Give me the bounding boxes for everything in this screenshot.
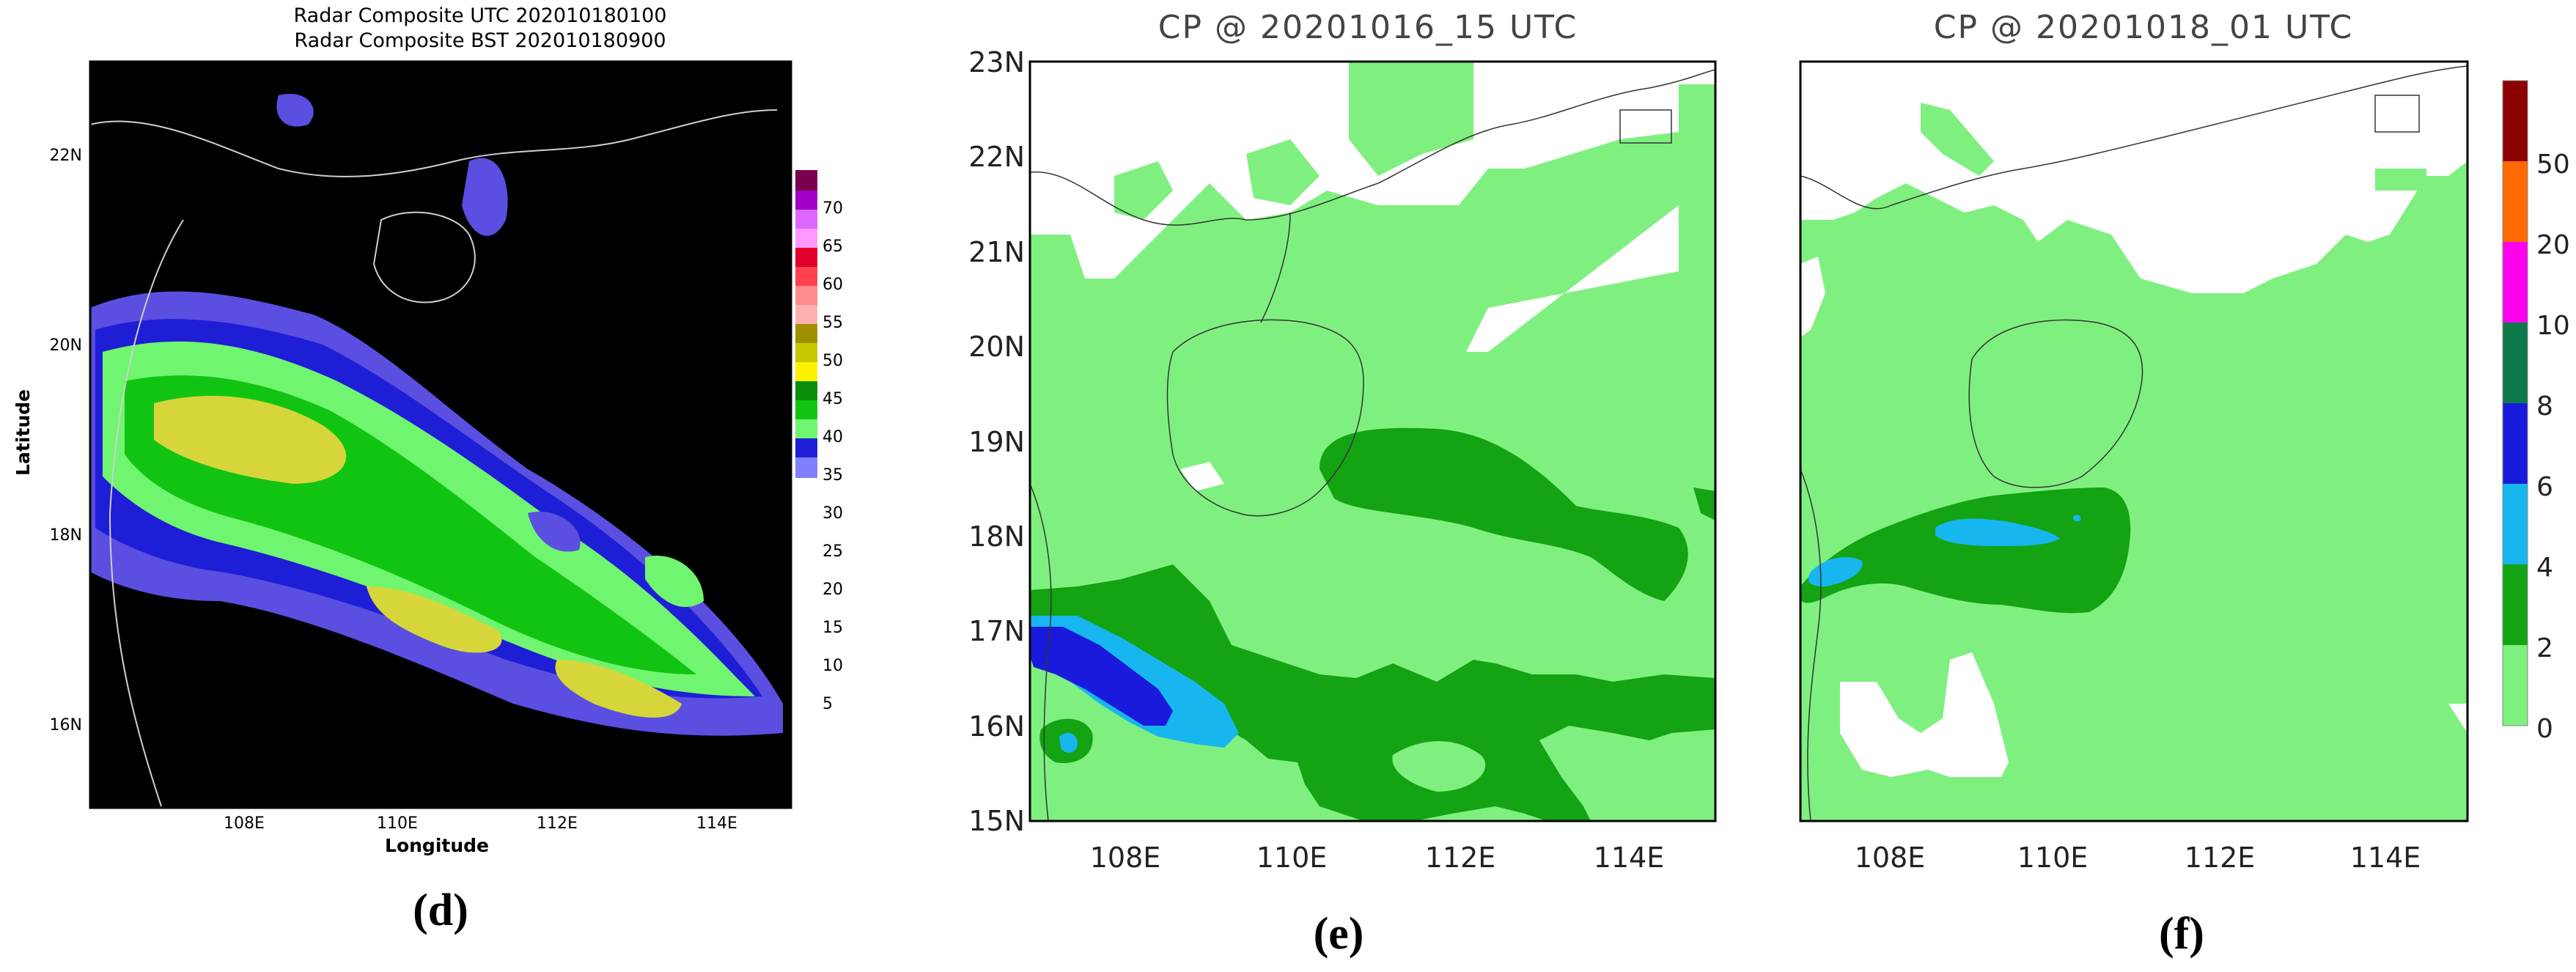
panel-f-xtick: 112E <box>2185 842 2256 874</box>
panel-d-colorbar <box>795 170 817 478</box>
panel-e-ytick: 18N <box>968 520 1025 553</box>
panel-e-ytick: 16N <box>968 710 1025 743</box>
colorbar-ef-label: 0 <box>2536 714 2553 744</box>
panel-e-cp-6-8 <box>1030 627 1173 726</box>
panel-f-xtick: 110E <box>2017 842 2089 874</box>
colorbar-ef <box>2502 80 2528 726</box>
panel-d-ytick: 20N <box>50 336 82 355</box>
colorbar-ef-label: 50 <box>2536 150 2570 180</box>
panel-d-ytick: 22N <box>50 147 82 165</box>
colorbar-ef-label: 2 <box>2536 633 2553 663</box>
panel-e-xtick: 112E <box>1425 842 1496 874</box>
colorbar-ef-label: 6 <box>2536 472 2553 502</box>
panel-d-colorbar-label: 40 <box>823 428 843 446</box>
colorbar-ef-labels: 50 20 10 8 6 4 2 0 <box>2536 150 2570 744</box>
panel-e-ytick: 19N <box>968 426 1025 458</box>
panel-f: CP @ 20201018_01 UTC 108E 110 <box>1799 9 2469 959</box>
colorbar-ef-label: 10 <box>2536 311 2570 341</box>
panel-f-frame <box>1799 60 2469 822</box>
panel-d-colorbar-label: 35 <box>823 466 843 485</box>
panel-d-colorbar-label: 70 <box>823 199 843 218</box>
panel-d-colorbar-label: 50 <box>823 352 843 370</box>
colorbar-ef-label: 8 <box>2536 391 2553 421</box>
panel-d-frame <box>89 60 792 809</box>
panel-e: CP @ 20201016_15 UTC <box>968 9 1717 959</box>
panel-d-ytick: 16N <box>50 716 82 734</box>
panel-d-colorbar-label: 15 <box>823 619 843 637</box>
colorbar-ef-label: 20 <box>2536 230 2570 260</box>
panel-d-colorbar-label: 20 <box>823 581 843 599</box>
panel-f-cp-2-4 <box>1800 487 2131 614</box>
panel-e-ytick: 17N <box>968 615 1025 647</box>
panel-d-xticks: 108E 110E 112E 114E <box>224 814 737 833</box>
panel-d-colorbar-label: 5 <box>823 695 833 713</box>
panel-d-caption: (d) <box>413 886 468 935</box>
panel-e-ytick: 15N <box>968 805 1025 837</box>
panel-d: Radar Composite UTC 202010180100 Radar C… <box>12 4 843 935</box>
panel-d-colorbar-label: 25 <box>823 542 843 561</box>
panel-e-frame <box>1028 60 1717 822</box>
panel-e-xtick: 110E <box>1256 842 1328 874</box>
panel-d-colorbar-label: 30 <box>823 504 843 523</box>
panel-d-colorbar-label: 55 <box>823 314 843 332</box>
panel-d-xtick: 112E <box>537 814 578 833</box>
panel-e-ytick: 20N <box>968 331 1025 363</box>
panel-d-colorbar-label: 60 <box>823 276 843 294</box>
panel-e-xticks: 108E 110E 112E 114E <box>1090 842 1665 874</box>
panel-d-radar-echoes <box>90 94 783 736</box>
panel-f-cp-4-6 <box>1808 515 2081 586</box>
panel-d-title-line2: Radar Composite BST 202010180900 <box>294 29 666 52</box>
panel-f-xtick: 114E <box>2350 842 2421 874</box>
panel-f-xticks: 108E 110E 112E 114E <box>1855 842 2421 874</box>
panel-d-xlabel: Longitude <box>385 835 489 856</box>
panel-e-xtick: 114E <box>1594 842 1665 874</box>
panel-d-colorbar-label: 10 <box>823 657 843 675</box>
panel-d-coastline <box>89 109 778 807</box>
panel-d-colorbar-label: 45 <box>823 390 843 408</box>
panel-d-xtick: 108E <box>224 814 265 833</box>
panel-d-ytick: 18N <box>50 526 82 545</box>
panel-e-coastline <box>1029 69 1716 822</box>
panel-d-ylabel: Latitude <box>12 389 34 476</box>
panel-e-ytick: 21N <box>968 236 1025 268</box>
panel-e-xtick: 108E <box>1090 842 1161 874</box>
panel-d-colorbar-labels: 70 65 60 55 50 45 40 35 30 25 20 15 10 5 <box>823 199 843 713</box>
panel-e-cp-light-inside <box>1392 741 1486 792</box>
panel-f-coastline <box>1800 65 2468 822</box>
panel-d-yticks: 22N 20N 18N 16N <box>50 147 82 734</box>
panel-d-xtick: 114E <box>696 814 737 833</box>
panel-e-caption: (e) <box>1314 909 1364 959</box>
colorbar-ef-label: 4 <box>2536 553 2553 583</box>
panel-e-cp-2-4 <box>1030 427 1715 821</box>
panel-e-white-areas <box>1030 62 1715 491</box>
panel-f-caption: (f) <box>2159 909 2204 959</box>
panel-f-title: CP @ 20201018_01 UTC <box>1934 9 2353 46</box>
panel-d-xtick: 110E <box>377 814 418 833</box>
panel-e-ytick: 22N <box>968 141 1025 173</box>
panel-d-title-line1: Radar Composite UTC 202010180100 <box>293 4 666 27</box>
panel-e-ytick: 23N <box>968 46 1025 78</box>
panel-e-yticks: 23N 22N 21N 20N 19N 18N 17N 16N 15N <box>968 46 1025 837</box>
panel-f-white-areas <box>1800 62 2468 777</box>
panel-e-title: CP @ 20201016_15 UTC <box>1158 9 1578 46</box>
panel-f-xtick: 108E <box>1855 842 1926 874</box>
panel-d-colorbar-label: 65 <box>823 238 843 256</box>
